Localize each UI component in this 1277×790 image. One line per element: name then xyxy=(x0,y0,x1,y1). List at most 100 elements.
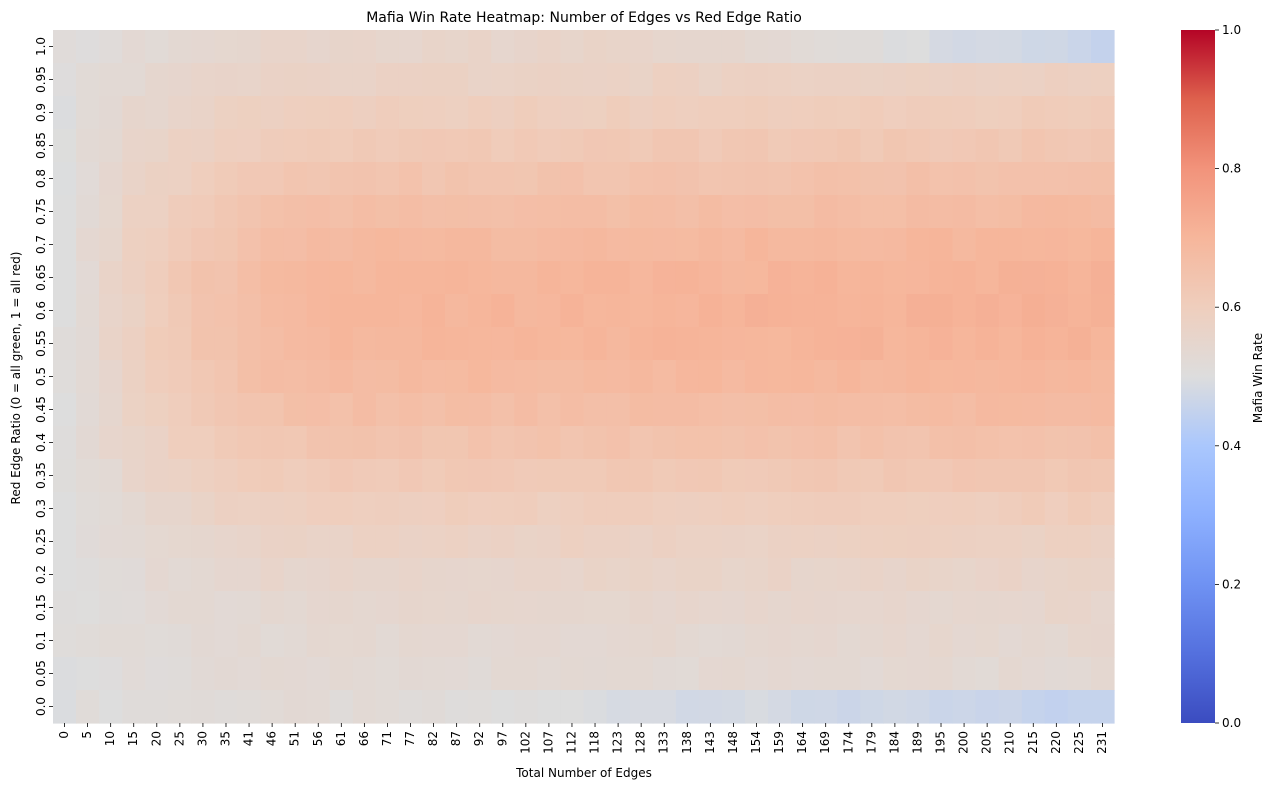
heatmap-cell xyxy=(53,591,77,625)
heatmap-cell xyxy=(1021,624,1046,658)
heatmap-cell xyxy=(191,591,216,625)
heatmap-cell xyxy=(491,525,515,559)
heatmap-cell xyxy=(998,525,1023,559)
heatmap-cell xyxy=(283,261,308,295)
heatmap-cell xyxy=(629,426,654,460)
heatmap-cell xyxy=(629,129,654,163)
heatmap-cell xyxy=(352,426,377,460)
heatmap-cell xyxy=(398,30,423,64)
heatmap-cell xyxy=(721,228,746,262)
heatmap-cell xyxy=(76,492,100,526)
heatmap-cell xyxy=(929,162,954,196)
heatmap-cell xyxy=(53,294,77,328)
heatmap-cell xyxy=(329,228,354,262)
heatmap-cell xyxy=(744,162,769,196)
heatmap-cell xyxy=(306,525,331,559)
heatmap-cell xyxy=(721,30,746,64)
heatmap-cell xyxy=(1044,657,1069,691)
heatmap-cell xyxy=(952,228,977,262)
heatmap-cell xyxy=(929,426,954,460)
heatmap-cell xyxy=(860,459,884,493)
heatmap-cell xyxy=(283,30,308,64)
heatmap-cell xyxy=(837,327,861,361)
heatmap-cell xyxy=(283,624,308,658)
heatmap-cell xyxy=(652,492,677,526)
heatmap-cell xyxy=(445,129,469,163)
heatmap-cell xyxy=(860,360,884,394)
heatmap-cell xyxy=(814,459,838,493)
heatmap-cell xyxy=(191,96,216,130)
heatmap-cell xyxy=(606,63,631,97)
heatmap-cell xyxy=(768,492,792,526)
heatmap-cell xyxy=(283,393,308,427)
heatmap-cell xyxy=(929,129,954,163)
heatmap-cell xyxy=(952,426,977,460)
heatmap-cell xyxy=(422,657,446,691)
y-tick-label: 0.8 xyxy=(34,169,48,188)
heatmap-cell xyxy=(468,459,492,493)
heatmap-cell xyxy=(652,96,677,130)
heatmap-cell xyxy=(906,360,931,394)
x-tick-label: 164 xyxy=(795,731,809,754)
heatmap-cell xyxy=(698,195,723,229)
heatmap-cell xyxy=(768,360,792,394)
heatmap-cell xyxy=(998,162,1023,196)
heatmap-cell xyxy=(629,294,654,328)
heatmap-cell xyxy=(514,393,538,427)
heatmap-cell xyxy=(560,195,585,229)
heatmap-cell xyxy=(768,195,792,229)
heatmap-cell xyxy=(214,657,239,691)
heatmap-cell xyxy=(122,393,146,427)
heatmap-cell xyxy=(606,624,631,658)
heatmap-cell xyxy=(398,162,423,196)
heatmap-cell xyxy=(491,129,515,163)
heatmap-cell xyxy=(514,360,538,394)
heatmap-cell xyxy=(583,558,608,592)
heatmap-cell xyxy=(468,96,492,130)
heatmap-cell xyxy=(76,327,100,361)
heatmap-cell xyxy=(883,525,908,559)
heatmap-cell xyxy=(560,294,585,328)
heatmap-cell xyxy=(145,459,169,493)
heatmap-cell xyxy=(860,525,884,559)
heatmap-cell xyxy=(560,96,585,130)
heatmap-cell xyxy=(652,525,677,559)
heatmap-cell xyxy=(952,30,977,64)
heatmap-cell xyxy=(99,162,123,196)
heatmap-cell xyxy=(560,525,585,559)
heatmap-cell xyxy=(145,624,169,658)
heatmap-cell xyxy=(768,657,792,691)
heatmap-cell xyxy=(145,525,169,559)
heatmap-cell xyxy=(99,63,123,97)
heatmap-cell xyxy=(791,426,815,460)
heatmap-cell xyxy=(998,690,1023,724)
heatmap-cell xyxy=(283,162,308,196)
heatmap-cell xyxy=(398,459,423,493)
heatmap-cell xyxy=(398,228,423,262)
heatmap-cell xyxy=(768,525,792,559)
heatmap-cell xyxy=(352,228,377,262)
heatmap-cell xyxy=(698,426,723,460)
heatmap-cell xyxy=(1067,162,1092,196)
heatmap-cell xyxy=(283,129,308,163)
heatmap-cell xyxy=(214,129,239,163)
heatmap-cell xyxy=(422,30,446,64)
heatmap-cell xyxy=(329,261,354,295)
heatmap-cell xyxy=(768,162,792,196)
heatmap-cell xyxy=(791,591,815,625)
heatmap-cell xyxy=(260,63,285,97)
heatmap-cell xyxy=(1044,162,1069,196)
heatmap-cell xyxy=(629,690,654,724)
heatmap-cell xyxy=(606,690,631,724)
heatmap-cell xyxy=(952,393,977,427)
heatmap-cell xyxy=(952,492,977,526)
heatmap-cell xyxy=(283,459,308,493)
heatmap-cell xyxy=(76,30,100,64)
heatmap-cell xyxy=(329,657,354,691)
heatmap-cell xyxy=(675,195,700,229)
heatmap-cell xyxy=(860,228,884,262)
heatmap-cell xyxy=(375,294,400,328)
heatmap-cell xyxy=(629,327,654,361)
heatmap-cell xyxy=(814,591,838,625)
heatmap-cell xyxy=(744,624,769,658)
